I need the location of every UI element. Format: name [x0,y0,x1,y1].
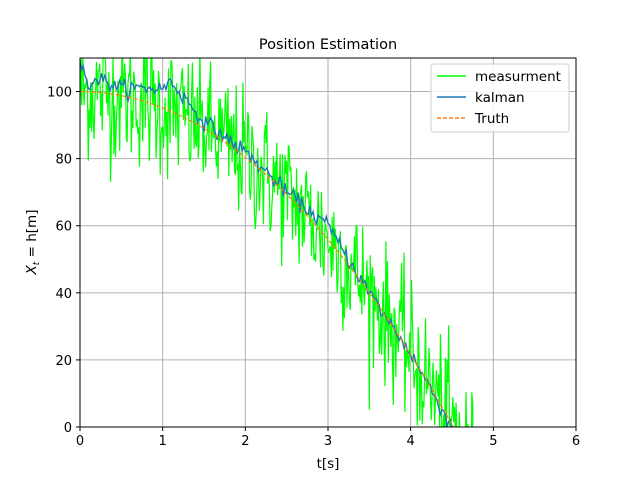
chart-title: Position Estimation [259,37,397,53]
y-tick-label: 80 [55,153,72,168]
y-tick-label: 20 [55,354,72,369]
y-tick-label: 0 [64,421,72,436]
kalman-line [80,60,453,427]
x-tick-label: 1 [159,434,167,449]
legend-label-measurment: measurment [475,69,561,85]
y-tick-label: 40 [55,287,72,302]
y-axis-label-rest: = h[m] [24,210,40,262]
data-lines [80,58,474,427]
x-tick-label: 5 [489,434,497,449]
legend-label-kalman: kalman [475,90,525,106]
y-axis-label: Xt = h[m] [24,210,42,276]
x-tick-label: 6 [572,434,580,449]
measurement-line [80,58,474,427]
y-tick-label: 100 [47,86,72,101]
legend-label-truth: Truth [474,111,509,127]
y-tick-label: 60 [55,220,72,235]
legend-box [430,63,570,133]
legend: measurment kalman Truth [430,63,570,133]
y-axis-label-main: X [24,264,40,275]
x-axis-label: t[s] [317,456,340,472]
y-axis-label-subscript: t [32,261,42,265]
truth-line [80,90,454,427]
x-tick-label: 3 [324,434,332,449]
x-tick-label: 4 [407,434,415,449]
x-tick-label: 2 [241,434,249,449]
x-tick-label: 0 [76,434,84,449]
